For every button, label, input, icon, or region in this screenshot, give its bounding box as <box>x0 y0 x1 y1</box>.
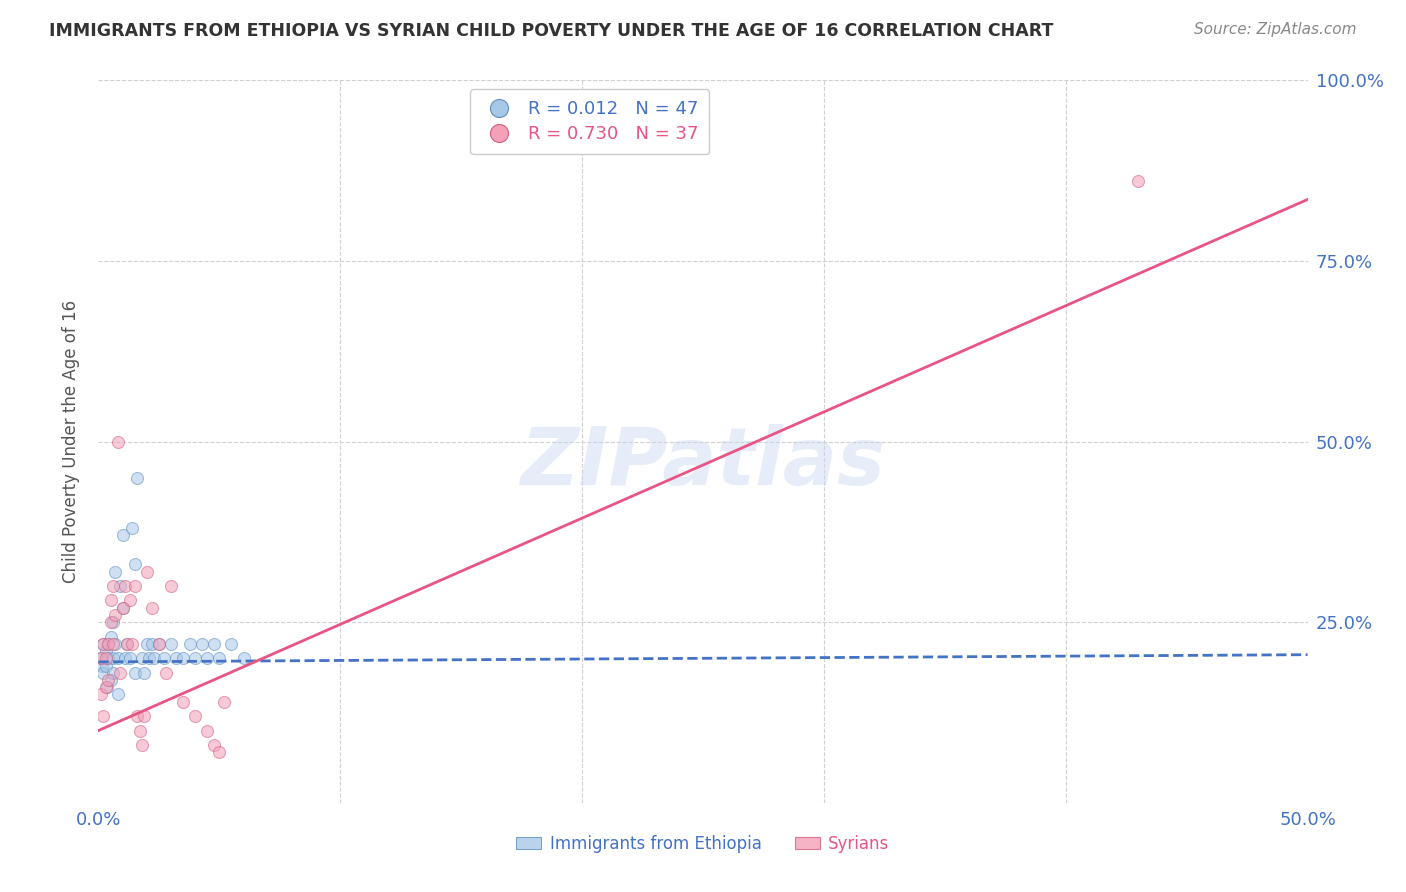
Point <box>160 637 183 651</box>
Point <box>148 637 170 651</box>
Point <box>107 651 129 665</box>
Point <box>121 637 143 651</box>
Point <box>91 637 114 651</box>
Point <box>111 600 134 615</box>
Point <box>100 673 122 687</box>
Point <box>221 637 243 651</box>
Point <box>111 528 134 542</box>
Point <box>107 434 129 449</box>
Point <box>118 651 141 665</box>
Point <box>208 745 231 759</box>
Point <box>134 709 156 723</box>
Point <box>232 651 254 665</box>
Point <box>184 709 207 723</box>
Point <box>204 738 226 752</box>
Point <box>90 651 112 665</box>
Point <box>97 637 120 651</box>
Point <box>108 579 131 593</box>
Point <box>100 615 122 630</box>
Point <box>155 665 177 680</box>
Point <box>108 665 131 680</box>
Point <box>94 658 117 673</box>
Legend: Immigrants from Ethiopia, Syrians: Immigrants from Ethiopia, Syrians <box>510 828 896 860</box>
Point <box>160 579 183 593</box>
Point <box>172 651 194 665</box>
Point <box>101 637 124 651</box>
Point <box>97 651 120 665</box>
Point <box>165 651 187 665</box>
Point <box>148 637 170 651</box>
Point <box>94 680 117 694</box>
Text: Source: ZipAtlas.com: Source: ZipAtlas.com <box>1194 22 1357 37</box>
Point <box>104 637 127 651</box>
Point <box>127 709 149 723</box>
Point <box>143 651 166 665</box>
Point <box>90 651 112 665</box>
Point <box>101 579 124 593</box>
Point <box>101 615 124 630</box>
Point <box>101 665 124 680</box>
Point <box>124 579 146 593</box>
Point <box>141 637 163 651</box>
Point <box>107 687 129 701</box>
Point <box>96 680 118 694</box>
Point <box>179 637 201 651</box>
Point <box>117 637 139 651</box>
Point <box>91 658 114 673</box>
Point <box>97 637 120 651</box>
Point <box>114 651 136 665</box>
Point <box>117 637 139 651</box>
Point <box>91 637 114 651</box>
Point <box>138 651 160 665</box>
Point <box>118 593 141 607</box>
Point <box>90 687 112 701</box>
Text: ZIPatlas: ZIPatlas <box>520 425 886 502</box>
Point <box>124 665 146 680</box>
Point <box>94 644 117 658</box>
Point <box>104 607 127 622</box>
Point <box>131 651 153 665</box>
Point <box>134 665 156 680</box>
Point <box>135 637 157 651</box>
Point <box>141 600 163 615</box>
Y-axis label: Child Poverty Under the Age of 16: Child Poverty Under the Age of 16 <box>62 300 80 583</box>
Point <box>191 637 214 651</box>
Point <box>94 651 117 665</box>
Point <box>152 651 174 665</box>
Point <box>208 651 231 665</box>
Point <box>135 565 157 579</box>
Point <box>104 565 127 579</box>
Point <box>128 723 150 738</box>
Point <box>131 738 153 752</box>
Point <box>184 651 207 665</box>
Point <box>101 651 124 665</box>
Point <box>124 558 146 572</box>
Text: IMMIGRANTS FROM ETHIOPIA VS SYRIAN CHILD POVERTY UNDER THE AGE OF 16 CORRELATION: IMMIGRANTS FROM ETHIOPIA VS SYRIAN CHILD… <box>49 22 1053 40</box>
Point <box>114 579 136 593</box>
Point <box>91 709 114 723</box>
Point <box>111 600 134 615</box>
Point <box>97 673 120 687</box>
Point <box>100 630 122 644</box>
Point <box>204 637 226 651</box>
Point <box>1128 174 1150 188</box>
Point <box>100 593 122 607</box>
Point <box>195 651 218 665</box>
Point <box>172 695 194 709</box>
Point <box>127 470 149 484</box>
Point <box>195 723 218 738</box>
Point <box>91 665 114 680</box>
Point <box>212 695 235 709</box>
Point <box>121 521 143 535</box>
